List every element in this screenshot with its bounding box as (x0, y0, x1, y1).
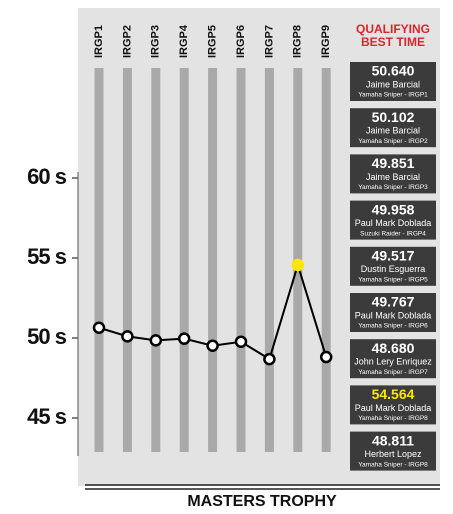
time-box (350, 154, 436, 194)
point (319, 350, 333, 364)
point (263, 352, 276, 366)
time-value: 50.102 (372, 109, 415, 125)
column (151, 68, 161, 452)
column (179, 68, 189, 452)
time-box (350, 200, 436, 240)
time-value: 50.640 (372, 63, 415, 79)
bike-name: Yamaha Sniper - IRGP3 (358, 184, 428, 191)
bike-name: Yamaha Sniper - IRGP6 (358, 323, 428, 330)
time-value: 54.564 (372, 386, 415, 402)
rider-name: Paul Mark Doblada (355, 403, 432, 413)
column (208, 68, 218, 452)
x-tick-label: IRGP3 (150, 25, 162, 58)
panel-title: BEST TIME (361, 35, 425, 49)
column (264, 68, 274, 452)
time-box (350, 293, 436, 332)
panel-title: QUALIFYING (356, 22, 430, 36)
x-tick-label: IRGP4 (178, 24, 190, 58)
x-tick-label: IRGP9 (320, 25, 332, 58)
time-box (350, 108, 436, 148)
time-value: 49.517 (372, 248, 415, 264)
rider-name: Jaime Barcial (366, 79, 420, 89)
y-tick-label: 60 s (27, 164, 67, 189)
time-box (350, 431, 436, 471)
y-tick-label: 45 s (27, 404, 67, 429)
rider-name: Dustin Esguerra (361, 264, 426, 274)
rider-name: Herbert Lopez (364, 449, 422, 459)
time-box (350, 62, 436, 101)
x-tick-label: IRGP1 (93, 25, 105, 58)
rider-name: Paul Mark Doblada (355, 218, 432, 228)
bike-name: Yamaha Sniper - IRGP7 (358, 369, 428, 376)
chart-title: MASTERS TROPHY (187, 493, 337, 510)
y-tick-label: 55 s (27, 244, 67, 269)
time-box (350, 246, 436, 286)
rider-name: Jaime Barcial (366, 126, 420, 136)
rider-name: Jaime Barcial (366, 172, 420, 182)
time-value: 49.958 (372, 201, 415, 217)
column (122, 68, 132, 452)
point (234, 335, 248, 348)
bike-name: Yamaha Sniper - IRGP2 (358, 138, 428, 145)
time-value: 49.767 (372, 294, 415, 310)
x-tick-label: IRGP8 (292, 25, 304, 58)
x-tick-label: IRGP6 (235, 25, 247, 58)
x-tick-label: IRGP2 (121, 25, 133, 58)
x-tick-label: IRGP7 (263, 25, 275, 58)
y-tick-label: 50 s (27, 324, 67, 349)
rider-name: John Lery Enriquez (354, 357, 432, 367)
column (321, 68, 331, 452)
time-value: 48.811 (372, 432, 414, 448)
rider-name: Paul Mark Doblada (355, 310, 432, 320)
point (121, 330, 134, 343)
bike-name: Yamaha Sniper - IRGP5 (358, 277, 428, 284)
point (92, 321, 106, 335)
point (149, 334, 163, 347)
time-box (350, 385, 436, 425)
bike-name: Suzuki Raider - IRGP4 (360, 230, 426, 237)
column (94, 68, 104, 452)
bike-name: Yamaha Sniper - IRGP8 (358, 461, 428, 468)
bike-name: Yamaha Sniper - IRGP8 (358, 415, 428, 422)
time-value: 49.851 (372, 155, 415, 171)
time-box (350, 339, 436, 379)
point (177, 332, 191, 345)
point (206, 339, 219, 352)
time-value: 48.680 (372, 340, 415, 356)
x-tick-label: IRGP5 (207, 25, 219, 58)
column (236, 68, 246, 452)
bike-name: Yamaha Sniper - IRGP1 (358, 92, 428, 99)
point (291, 258, 305, 272)
